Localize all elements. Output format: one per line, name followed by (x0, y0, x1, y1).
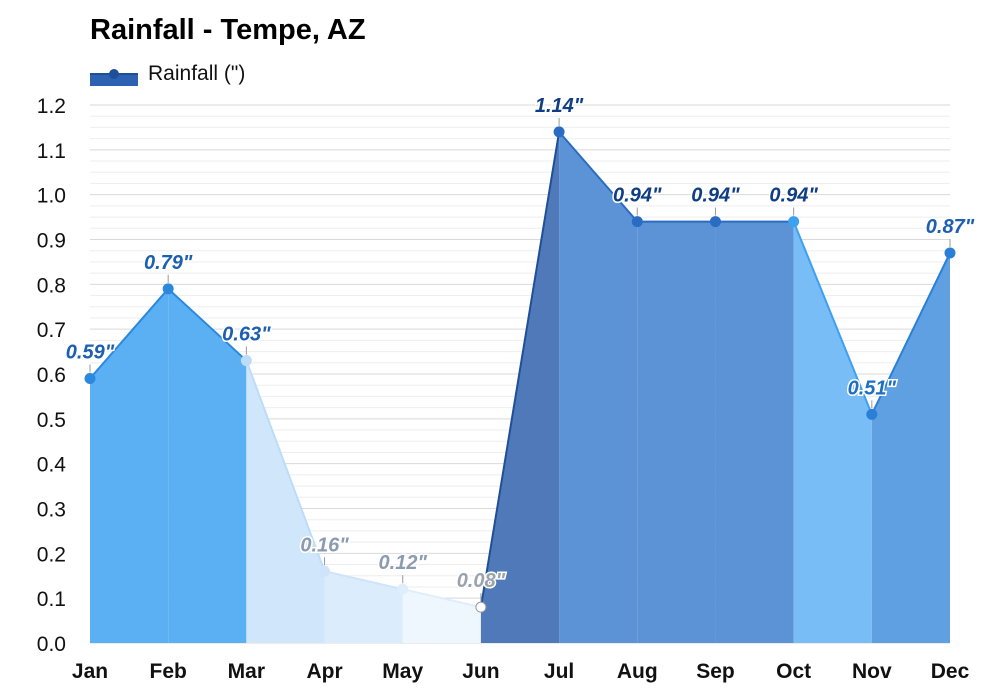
data-label: 0.94" (769, 185, 818, 207)
area-segment (324, 571, 403, 643)
area-segment (715, 221, 794, 644)
y-tick-label: 0.5 (37, 409, 66, 432)
line-layer (89, 131, 951, 609)
y-tick-label: 0.9 (37, 230, 66, 253)
series-line-segment (89, 288, 169, 380)
data-label: 0.94" (691, 185, 740, 207)
area-segment (793, 221, 872, 644)
x-tick-label: Aug (617, 660, 658, 683)
series-line-segment (792, 221, 873, 415)
area-segment (871, 252, 950, 643)
y-tick-label: 0.3 (37, 499, 66, 522)
data-point (709, 216, 721, 228)
data-label: 0.59" (66, 341, 115, 363)
data-label: 0.08" (457, 570, 506, 592)
data-point (866, 408, 878, 420)
area-segment (480, 131, 560, 643)
legend: Rainfall (") (90, 62, 245, 86)
data-point (240, 355, 252, 367)
data-point (553, 126, 565, 138)
x-tick-label: Jun (462, 660, 499, 683)
data-label: 0.94" (613, 185, 662, 207)
y-tick-label: 0.2 (37, 543, 66, 566)
chart-title: Rainfall - Tempe, AZ (90, 14, 366, 46)
y-tick-label: 1.0 (37, 185, 66, 208)
y-tick-label: 0.1 (37, 588, 66, 611)
series-line-segment (245, 360, 326, 572)
area-layer (90, 131, 950, 644)
y-tick-label: 1.1 (37, 140, 66, 163)
data-point (944, 247, 956, 259)
data-label: 0.79" (144, 252, 193, 274)
data-point (319, 565, 331, 577)
y-tick-label: 1.2 (37, 95, 66, 118)
area-segment (637, 221, 716, 644)
x-tick-label: Feb (150, 660, 187, 683)
y-tick-label: 0.0 (37, 633, 66, 656)
area-segment (168, 288, 247, 643)
data-point (631, 216, 643, 228)
x-tick-label: Jul (544, 660, 574, 683)
label-layer: 0.59" 0.79" 0.63" 0.16" 0.12" 0.08" 1.14" 0.94"… (64, 93, 976, 602)
area-segment (246, 360, 325, 643)
series-line-segment (870, 252, 951, 415)
data-point (162, 283, 174, 295)
x-tick-label: Jan (72, 660, 108, 683)
x-tick-label: Oct (776, 660, 811, 683)
y-tick-label: 0.7 (37, 319, 66, 342)
series-line-segment (167, 288, 248, 362)
data-point (84, 372, 96, 384)
y-tick-label: 0.8 (37, 274, 66, 297)
data-label: 0.16" (300, 534, 349, 556)
area-segment (402, 589, 481, 643)
point-layer (84, 126, 956, 613)
series-line-segment (479, 131, 561, 608)
x-tick-label: Dec (931, 660, 970, 683)
data-point (397, 583, 409, 595)
y-tick-label: 0.6 (37, 364, 66, 387)
series-line-segment (324, 570, 403, 591)
x-axis: Jan Feb Mar Apr May Jun Jul Aug Sep Oct Nov Dec (72, 660, 970, 683)
x-tick-label: Apr (306, 660, 342, 683)
data-label: 0.51" (848, 377, 897, 399)
x-tick-label: Mar (228, 660, 265, 683)
series-line-segment (558, 131, 639, 223)
x-tick-label: May (382, 660, 423, 683)
area-segment (559, 131, 638, 643)
series-line-segment (402, 588, 482, 609)
data-label: 0.63" (222, 324, 271, 346)
data-label: 0.12" (379, 552, 428, 574)
legend-label: Rainfall (") (148, 62, 246, 85)
data-point (475, 601, 487, 613)
legend-swatch-icon (90, 69, 138, 86)
data-label: 0.87" (926, 216, 975, 238)
area-segment (90, 288, 169, 643)
data-point (788, 216, 800, 228)
y-axis: 0.0 0.1 0.2 0.3 0.4 0.5 0.6 0.7 0.8 0.9 1.0 1.1 1.2 (37, 95, 67, 656)
x-tick-label: Nov (852, 660, 892, 683)
x-tick-label: Sep (696, 660, 735, 683)
data-label: 1.14" (535, 95, 584, 117)
y-tick-label: 0.4 (37, 454, 67, 477)
